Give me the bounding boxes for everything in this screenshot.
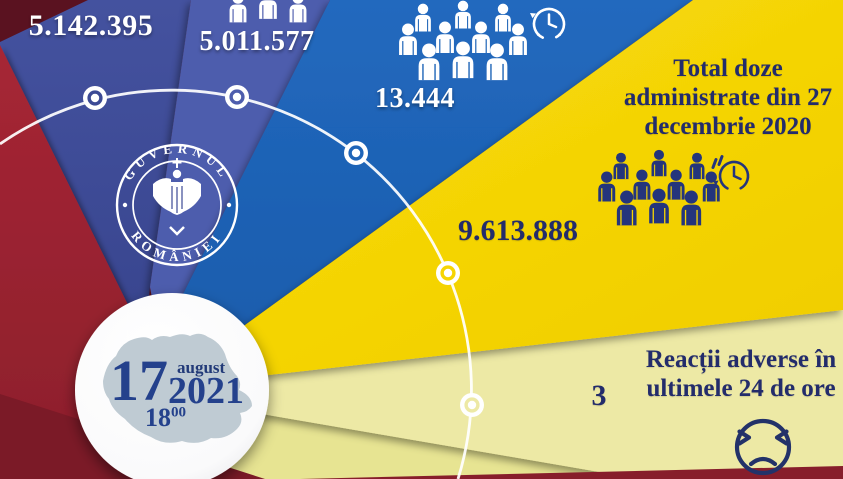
people-group-clock-icon xyxy=(398,0,566,81)
people-group-pause-icon xyxy=(597,149,750,226)
romania-map xyxy=(103,333,252,443)
background-bottom-strip xyxy=(300,466,843,479)
total-doses-heading-line: Total doze xyxy=(673,55,783,82)
background-corner-sliver xyxy=(0,0,88,42)
date-circle xyxy=(75,293,269,479)
wedge-blue-3 xyxy=(160,0,693,378)
wedge-red xyxy=(0,45,214,479)
wedge-yellow xyxy=(128,0,843,391)
adverse-reactions-heading: Reacții adverse în ultimele 24 de ore xyxy=(646,345,836,403)
coat-of-arms-icon xyxy=(153,158,201,236)
date-year: 2021 xyxy=(168,370,244,412)
adverse-reactions-heading-line: Reacții adverse în xyxy=(645,346,837,373)
total-doses-value: 9.613.888 xyxy=(458,214,578,247)
timeline-node-4 xyxy=(436,261,460,285)
wedge-blue-2 xyxy=(150,0,330,340)
date-minutes: 00 xyxy=(171,404,187,421)
timeline-node-3 xyxy=(344,141,368,165)
stat-value-1: 5.142.395 xyxy=(28,9,154,42)
adverse-reactions-value: 3 xyxy=(591,379,607,412)
date-month: august xyxy=(177,358,226,377)
timeline-node-1 xyxy=(83,86,107,110)
adverse-reactions-heading-line: ultimele 24 de ore xyxy=(646,375,836,402)
date-hour: 18 xyxy=(145,403,171,432)
timeline-node-5 xyxy=(460,393,484,417)
stat-value-3: 13.444 xyxy=(375,83,455,114)
total-doses-heading-line: administrate din 27 xyxy=(623,84,833,111)
date-day: 17 xyxy=(110,348,168,413)
stat-value-2: 5.011.577 xyxy=(199,26,315,57)
date-time: 1800 xyxy=(145,403,187,433)
timeline-node-2 xyxy=(225,85,249,109)
sad-face-icon xyxy=(734,418,792,476)
total-doses-heading-line: decembrie 2020 xyxy=(644,113,812,140)
history-clock-icon xyxy=(530,7,566,41)
total-doses-heading: Total doze administrate din 27 decembrie… xyxy=(624,54,832,141)
pause-clock-icon xyxy=(711,155,750,192)
wedge-pale-yellow-1 xyxy=(128,308,843,479)
